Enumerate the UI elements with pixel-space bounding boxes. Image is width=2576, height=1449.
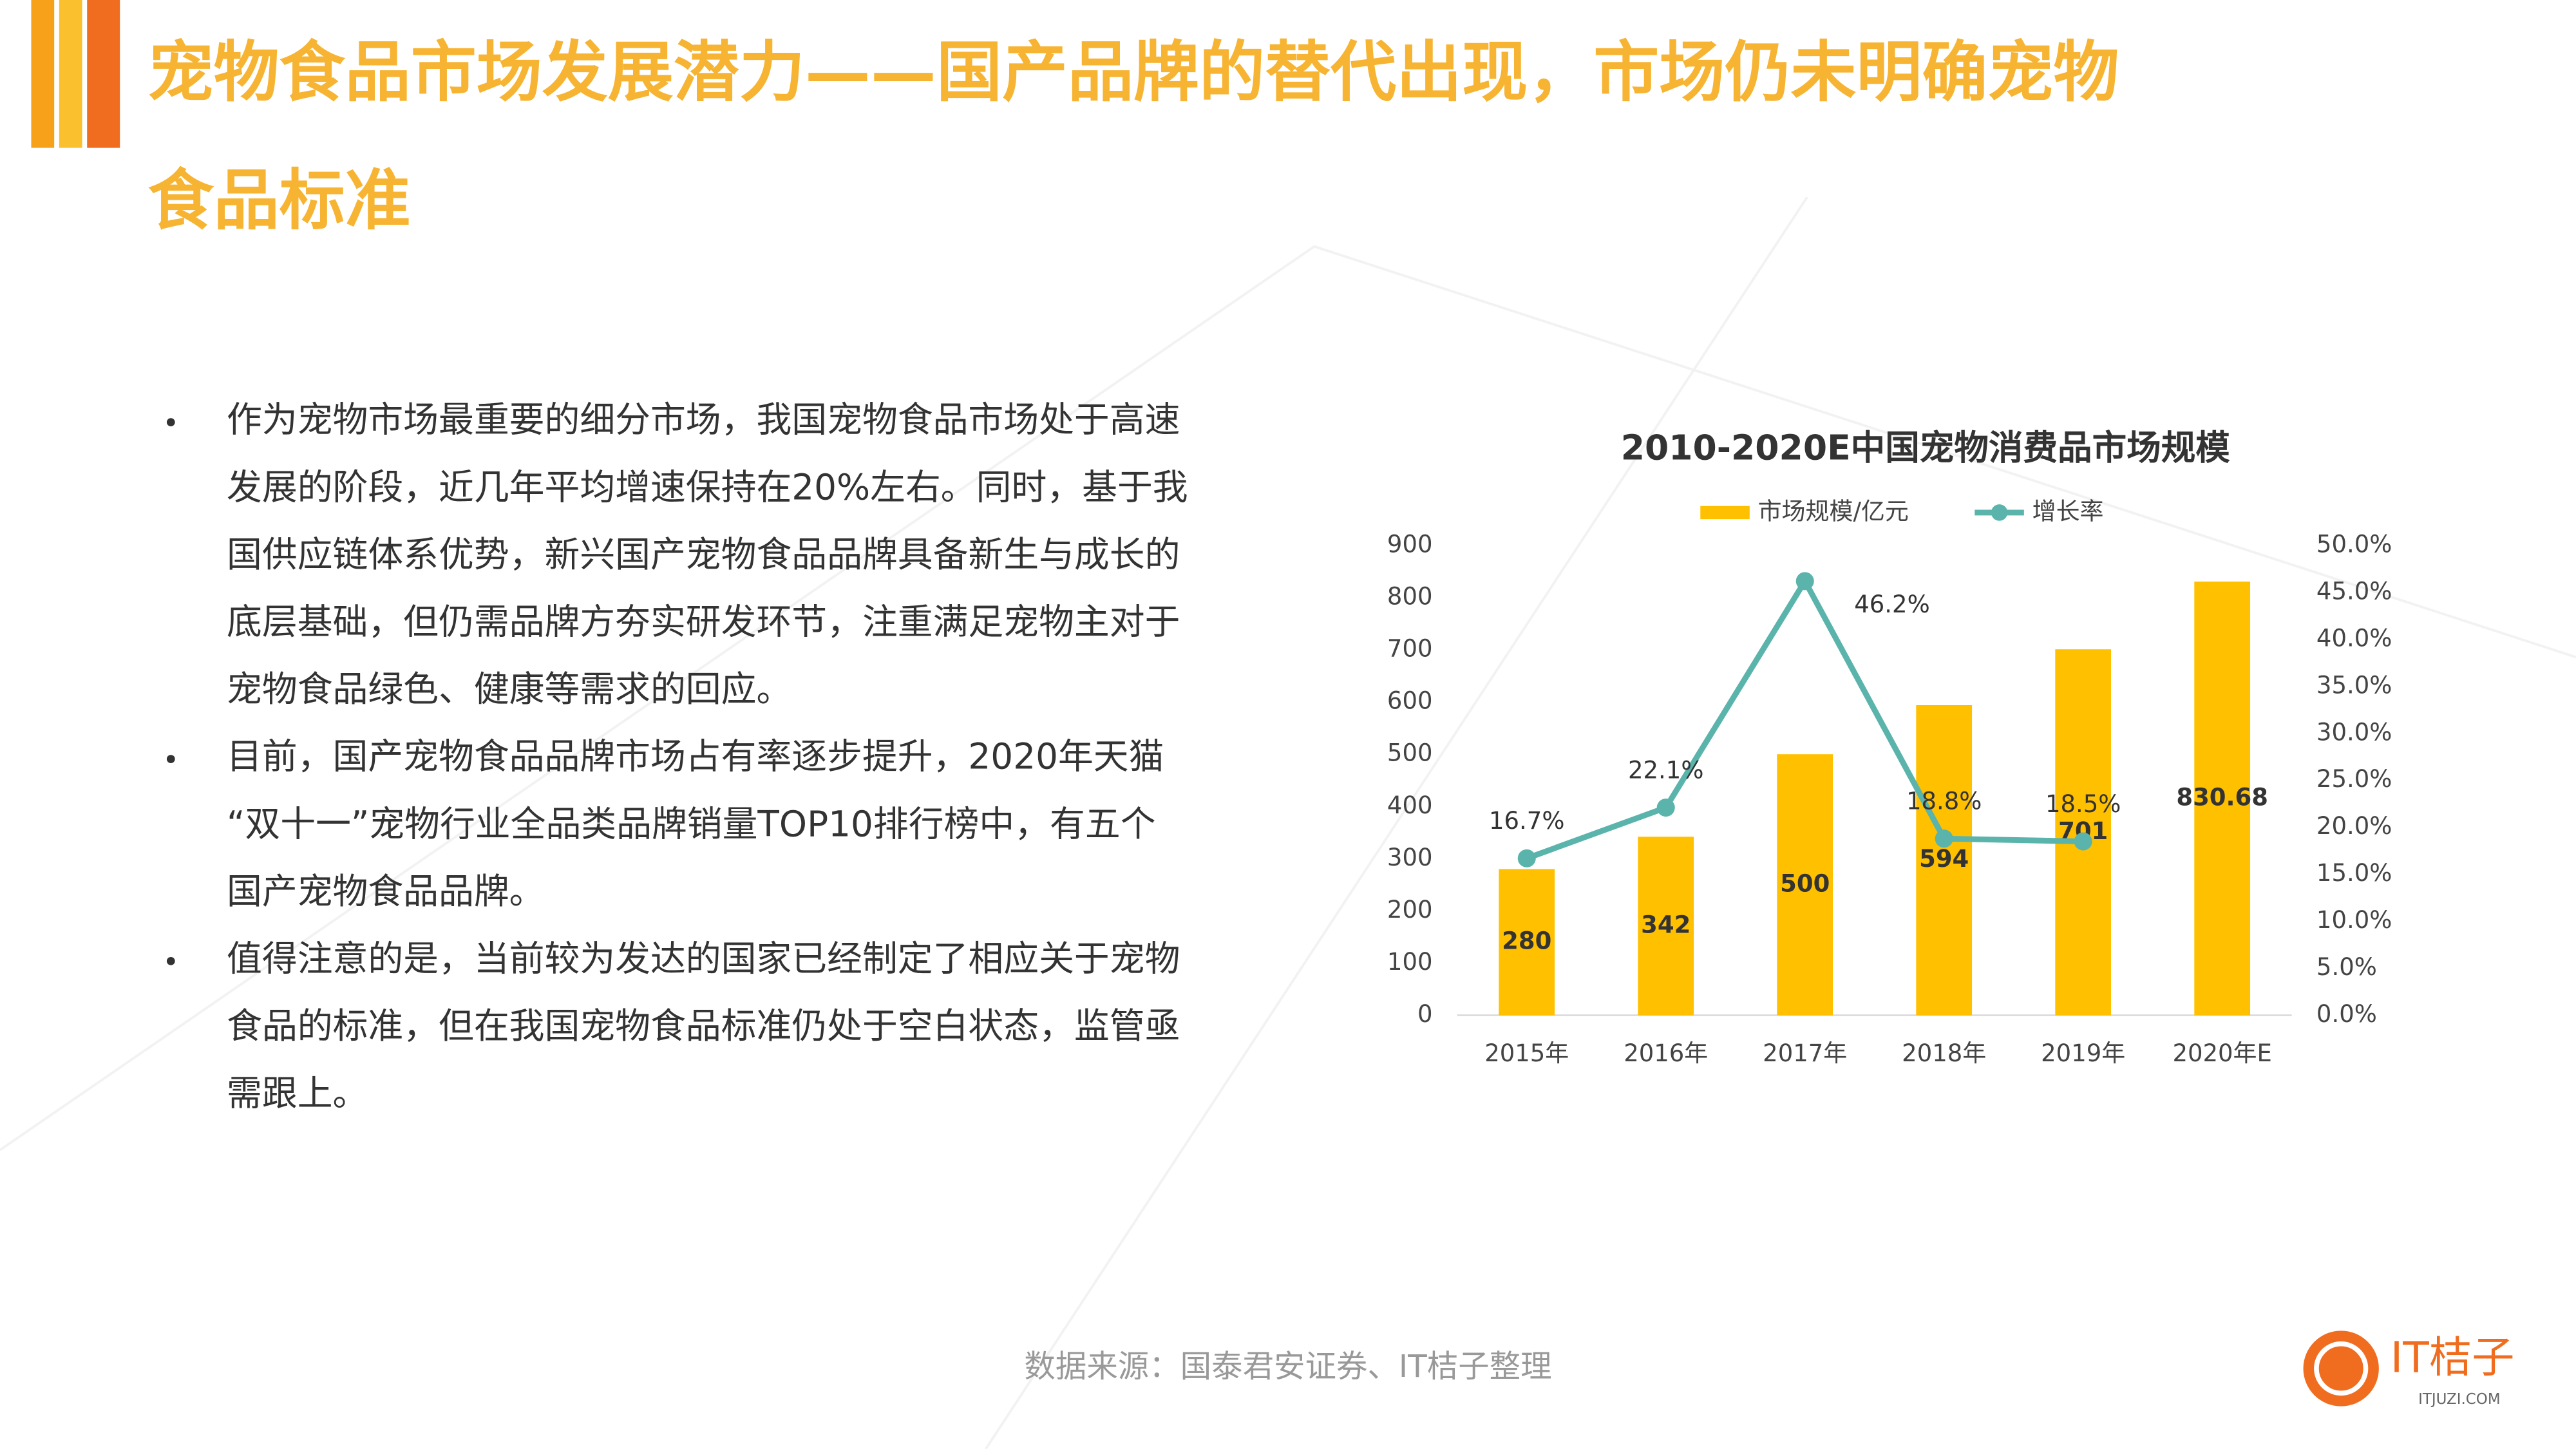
- bar-value-label: 830.68: [2176, 783, 2268, 811]
- y-tick-label: 500: [1387, 739, 1433, 767]
- bar: [2055, 649, 2112, 1016]
- bullet-text: 发展的阶段，近几年平均增速保持在20%左右。同时，基于我: [227, 466, 1188, 507]
- y-tick-label: 0: [1417, 1000, 1433, 1028]
- line-value-label: 18.8%: [1906, 788, 1982, 815]
- line-value-label: 18.5%: [2045, 790, 2121, 818]
- y-tick-label: 600: [1387, 687, 1433, 715]
- slide-title: 宠物食品市场发展潜力——国产品牌的替代出现，市场仍未明确宠物: [148, 35, 2119, 111]
- y2-tick-label: 45.0%: [2316, 577, 2392, 605]
- bar: [2194, 582, 2251, 1016]
- bar: [1916, 705, 1973, 1016]
- bullet-text: 食品的标准，但在我国宠物食品标准仍处于空白状态，监管亟: [227, 1005, 1180, 1046]
- bullet-text: 值得注意的是，当前较为发达的国家已经制定了相应关于宠物: [227, 938, 1180, 979]
- bullet-dot: [166, 956, 175, 965]
- y2-tick-label: 50.0%: [2316, 530, 2392, 558]
- y2-tick-label: 35.0%: [2316, 671, 2392, 699]
- line-point: [1935, 829, 1953, 848]
- bullet-dot: [166, 755, 175, 763]
- legend-label: 增长率: [2032, 497, 2104, 525]
- legend-label: 市场规模/亿元: [1758, 497, 1909, 525]
- source: 数据来源：国泰君安证券、IT桔子整理: [1024, 1349, 1551, 1385]
- bullet-text: 宠物食品绿色、健康等需求的回应。: [227, 668, 791, 710]
- logo-name: IT桔子: [2391, 1332, 2515, 1382]
- bar-value-label: 342: [1641, 911, 1690, 938]
- x-tick-label: 2019年: [2041, 1039, 2125, 1067]
- slide-title: 食品标准: [148, 163, 411, 240]
- y-tick-label: 800: [1387, 583, 1433, 611]
- legend-swatch: [1991, 504, 2008, 521]
- bullet-text: 作为宠物市场最重要的细分市场，我国宠物食品市场处于高速: [227, 399, 1180, 440]
- line-point: [2074, 832, 2092, 851]
- y2-tick-label: 25.0%: [2316, 765, 2392, 793]
- x-tick-label: 2018年: [1902, 1039, 1986, 1067]
- decor-line: [0, 245, 1315, 1151]
- legend-swatch: [1700, 506, 1750, 520]
- decor-line: [1314, 245, 2576, 659]
- x-tick-label: 2016年: [1624, 1039, 1708, 1067]
- line-value-label: 22.1%: [1628, 756, 1703, 784]
- y2-tick-label: 20.0%: [2316, 812, 2392, 840]
- line-value-label: 46.2%: [1854, 591, 1929, 618]
- bullet-text: “双十一”宠物行业全品类品牌销量TOP10排行榜中，有五个: [227, 803, 1156, 844]
- line-value-label: 16.7%: [1489, 807, 1564, 835]
- bullet-text: 国供应链体系优势，新兴国产宠物食品品牌具备新生与成长的: [227, 534, 1180, 575]
- bar: [1499, 869, 1555, 1016]
- bullet-text: 国产宠物食品品牌。: [227, 871, 544, 912]
- bar-value-label: 500: [1780, 869, 1830, 897]
- decor-bar: [87, 0, 120, 148]
- y-tick-label: 100: [1387, 948, 1433, 976]
- bullet-text: 目前，国产宠物食品品牌市场占有率逐步提升，2020年天猫: [227, 736, 1164, 777]
- y2-tick-label: 30.0%: [2316, 718, 2392, 746]
- chart-title: 2010-2020E中国宠物消费品市场规模: [1621, 428, 2231, 468]
- logo-url: ITJUZI.COM: [2418, 1391, 2501, 1408]
- x-tick-label: 2015年: [1484, 1039, 1569, 1067]
- line-point: [1795, 572, 1814, 591]
- line-point: [1517, 849, 1536, 867]
- decor-line: [985, 196, 1808, 1449]
- logo: IT桔子 ITJUZI.COM: [2303, 1331, 2515, 1408]
- x-tick-label: 2020年E: [2172, 1039, 2271, 1067]
- y2-tick-label: 5.0%: [2316, 953, 2377, 981]
- y-tick-label: 400: [1387, 791, 1433, 819]
- background-lines: [0, 196, 2576, 1449]
- bullet-dot: [166, 418, 175, 426]
- logo-icon: [2314, 1341, 2369, 1396]
- line-point: [1656, 799, 1675, 817]
- decor-bar: [59, 0, 82, 148]
- bar-value-label: 280: [1502, 927, 1551, 955]
- y-tick-label: 200: [1387, 896, 1433, 923]
- bullet-text: 需跟上。: [227, 1073, 368, 1114]
- bullet-text: 底层基础，但仍需品牌方夯实研发环节，注重满足宠物主对于: [227, 601, 1180, 643]
- y-tick-label: 700: [1387, 635, 1433, 663]
- bar: [1777, 754, 1833, 1016]
- y2-tick-label: 40.0%: [2316, 624, 2392, 652]
- y2-tick-label: 0.0%: [2316, 1000, 2377, 1028]
- y2-tick-label: 10.0%: [2316, 906, 2392, 934]
- y2-tick-label: 15.0%: [2316, 859, 2392, 887]
- bar: [1638, 837, 1694, 1016]
- bar-value-label: 594: [1919, 845, 1969, 873]
- x-tick-label: 2017年: [1763, 1039, 1847, 1067]
- decor-bar: [31, 0, 55, 148]
- y-tick-label: 300: [1387, 844, 1433, 871]
- y-tick-label: 900: [1387, 530, 1433, 558]
